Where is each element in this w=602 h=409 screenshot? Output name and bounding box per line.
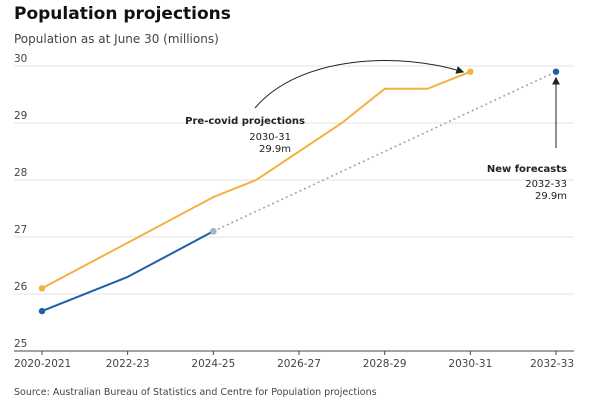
- annotation-year: 2030-31: [249, 132, 291, 143]
- x-tick-label: 2032-33: [530, 358, 574, 370]
- chart-title: Population projections: [14, 4, 231, 24]
- series-line: [41, 230, 214, 313]
- chart-subtitle: Population as at June 30 (millions): [14, 32, 219, 46]
- annotation-value: 29.9m: [535, 191, 567, 202]
- annotation-label: New forecasts: [487, 164, 567, 175]
- y-tick-label: 27: [14, 224, 27, 236]
- data-point: [552, 68, 560, 75]
- series-line: [41, 70, 471, 290]
- annotation-arrow: [254, 60, 465, 109]
- annotation-value: 29.9m: [259, 144, 291, 155]
- source-note: Source: Australian Bureau of Statistics …: [14, 387, 377, 398]
- annotation-year: 2032-33: [525, 179, 567, 190]
- y-tick-label: 25: [14, 338, 27, 350]
- x-tick-label: 2024-25: [191, 358, 235, 370]
- x-tick-label: 2030-31: [448, 358, 492, 370]
- y-tick-label: 30: [14, 53, 27, 65]
- x-tick-label: 2020-2021: [14, 358, 71, 370]
- x-tick-label: 2028-29: [363, 358, 407, 370]
- x-tick-label: 2022-23: [106, 358, 150, 370]
- data-point: [38, 307, 46, 315]
- x-tick-label: 2026-27: [277, 358, 321, 370]
- data-point: [210, 228, 217, 235]
- data-point: [467, 68, 474, 75]
- annotation-label: Pre-covid projections: [185, 116, 305, 127]
- y-tick-label: 29: [14, 110, 27, 122]
- data-point: [38, 285, 46, 292]
- y-tick-label: 28: [14, 167, 27, 179]
- y-tick-label: 26: [14, 281, 28, 293]
- series-line: [212, 70, 557, 233]
